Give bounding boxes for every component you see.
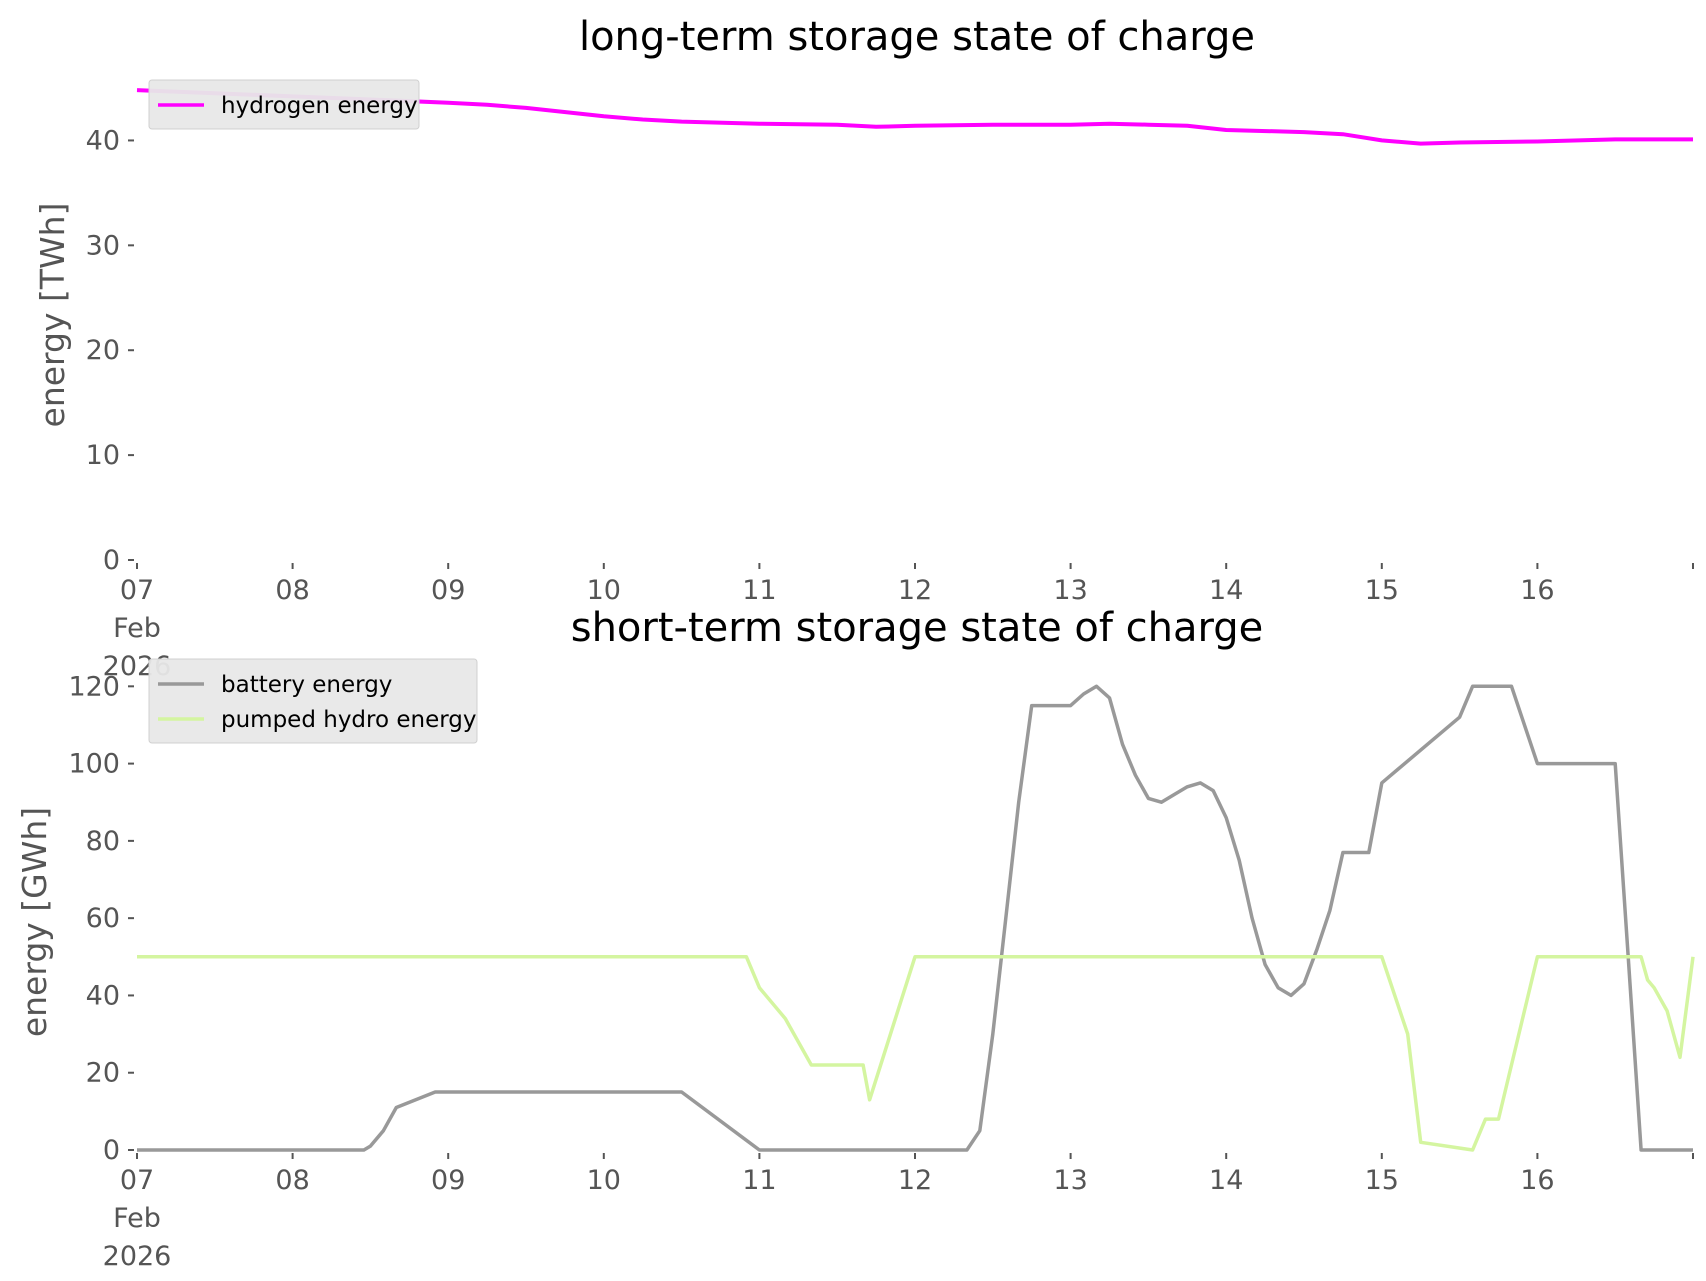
x-tick-label: 07 Feb 2026 [103,1165,172,1272]
series-line-pumped-hydro-energy [137,955,1695,1152]
series-line-battery-energy [137,684,1693,1152]
panel-title: long-term storage state of charge [579,14,1255,60]
legend-label: hydrogen energy [221,93,418,119]
x-tick-label: 10 [587,1165,621,1196]
y-tick-label: 40 [86,125,120,156]
y-tick-label: 120 [68,671,120,702]
y-tick-label: 40 [86,980,120,1011]
y-axis-label: energy [GWh] [15,807,54,1037]
y-tick-label: 10 [86,440,120,471]
y-tick-label: 30 [86,230,120,261]
x-tick-label: 12 [898,1165,932,1196]
panel-title: short-term storage state of charge [571,605,1264,651]
x-tick-label: 13 [1053,1165,1087,1196]
x-tick-label: 13 [1053,575,1087,606]
x-tick-label: 15 [1365,1165,1399,1196]
short-term-storage-panel: short-term storage state of charge energ… [15,605,1695,1272]
x-tick-label: 09 [431,575,465,606]
x-tick-label: 08 [275,575,309,606]
y-tick-label: 60 [86,903,120,934]
y-axis-label: energy [TWh] [33,203,72,428]
x-tick-label: 08 [275,1165,309,1196]
x-tick-label: 14 [1209,1165,1243,1196]
legend-box [148,79,420,130]
x-tick-label: 16 [1520,1165,1554,1196]
y-tick-label: 0 [103,1135,120,1166]
x-tick-label: 10 [587,575,621,606]
y-tick-label: 100 [68,749,120,780]
x-tick-label: 15 [1365,575,1399,606]
x-tick-label: 11 [742,575,776,606]
legend-label: pumped hydro energy [221,707,477,733]
long-term-storage-panel: long-term storage state of charge energy… [33,14,1694,682]
x-tick-label: 16 [1520,575,1554,606]
y-tick-label: 20 [86,1058,120,1089]
x-tick-label: 12 [898,575,932,606]
x-tick-label: 09 [431,1165,465,1196]
y-tick-label: 0 [103,545,120,576]
series-line-hydrogen-energy [136,88,1693,146]
y-tick-label: 20 [86,335,120,366]
legend-label: battery energy [221,672,392,698]
legend-box [148,658,478,744]
x-tick-label: 14 [1209,575,1243,606]
x-tick-label: 11 [742,1165,776,1196]
y-tick-label: 80 [86,826,120,857]
